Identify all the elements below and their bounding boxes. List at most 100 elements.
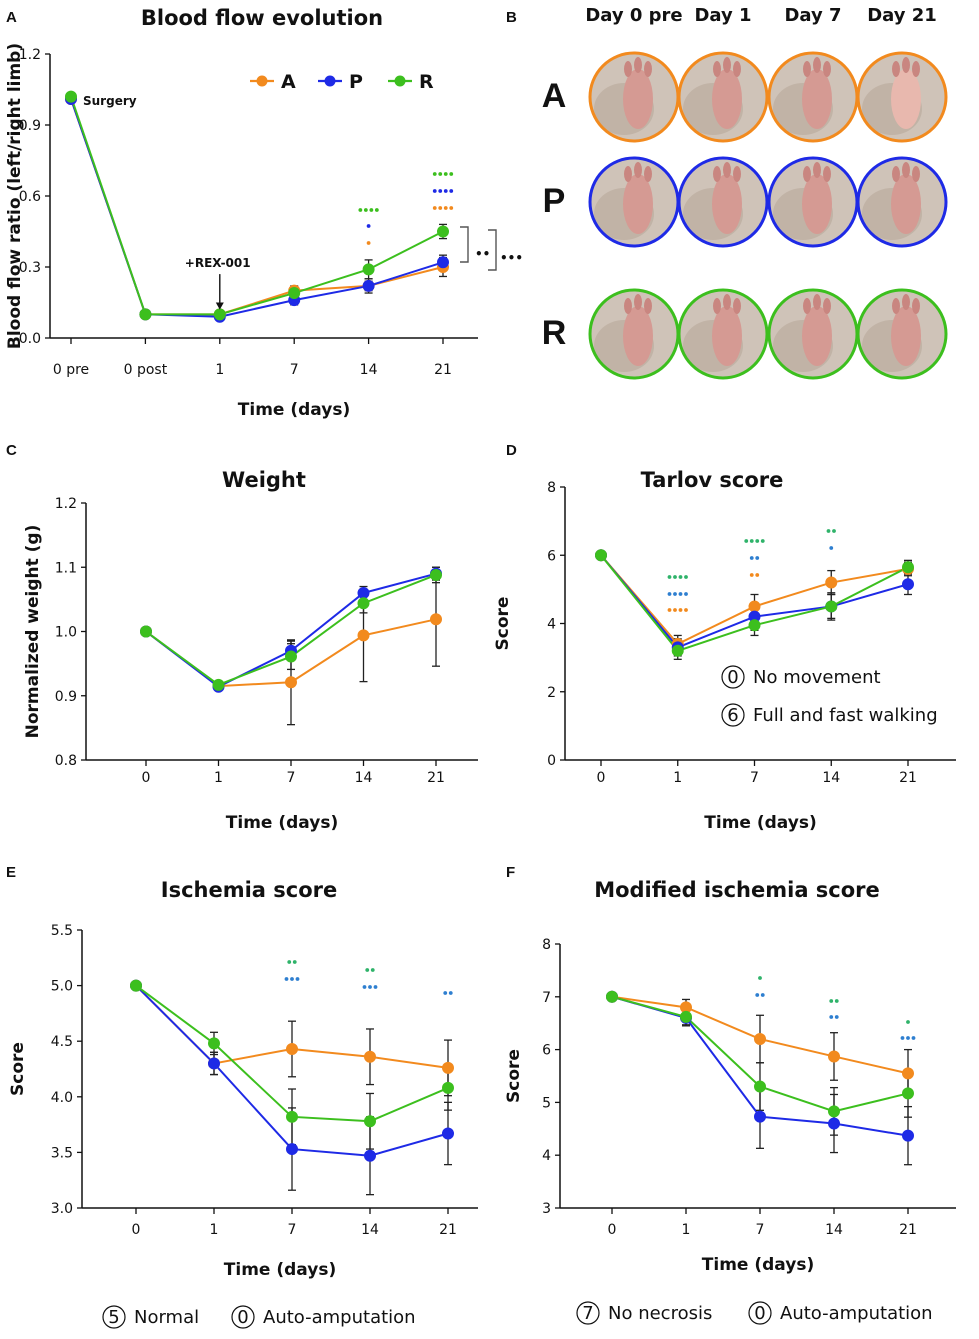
y-axis-label: Normalized weight (g) <box>23 525 43 739</box>
significance-marks <box>667 575 672 579</box>
data-point-a <box>442 1061 454 1074</box>
significance-marks <box>362 985 367 989</box>
panel-letter-a: A <box>6 9 17 26</box>
x-tick-label: 14 <box>822 770 840 786</box>
paw-toe <box>644 166 652 182</box>
x-tick-label: 0 pre <box>53 362 89 378</box>
paw-toe <box>713 61 721 77</box>
data-point-r <box>606 990 618 1003</box>
y-tick-label: 1.2 <box>19 47 41 63</box>
significance-marks <box>363 208 368 212</box>
y-tick-label: 0.8 <box>55 753 77 769</box>
paw-sole <box>712 174 742 234</box>
significance-marks <box>826 529 831 533</box>
paw-sole <box>623 69 653 129</box>
data-point-a <box>286 1042 298 1055</box>
significance-marks <box>906 1020 910 1024</box>
y-tick-label: 0.6 <box>19 189 41 205</box>
note-auto-amputation-symbol-circle <box>748 1301 772 1325</box>
photo-border <box>677 156 769 248</box>
y-tick-label: 0 <box>547 753 556 769</box>
paw-toe <box>902 294 910 310</box>
paw-sole <box>891 69 921 129</box>
paw-sole <box>891 306 921 366</box>
significance-marks <box>443 206 448 210</box>
y-tick-label: 4 <box>542 1148 551 1164</box>
x-tick-label: 21 <box>899 770 917 786</box>
paw-toe <box>912 61 920 77</box>
legend-marker-r <box>394 75 406 87</box>
significance-marks <box>678 575 683 579</box>
chart-title: Weight <box>222 468 306 492</box>
significance-marks <box>365 968 370 972</box>
data-point-p <box>442 1127 454 1140</box>
y-tick-label: 3.0 <box>51 1201 73 1217</box>
y-tick-label: 0.9 <box>19 118 41 134</box>
note-auto-amputation-symbol-circle <box>231 1305 255 1329</box>
x-tick-label: 14 <box>360 362 378 378</box>
photo-row-r: R <box>542 314 567 352</box>
significance-marks <box>678 608 683 612</box>
paw-sole <box>712 306 742 366</box>
data-point-r <box>357 597 370 610</box>
significance-marks <box>667 608 672 612</box>
significance-marks <box>749 573 754 577</box>
x-tick-label: 7 <box>756 1222 765 1238</box>
data-point-p <box>902 578 914 591</box>
x-tick-label: 21 <box>439 1222 457 1238</box>
data-point-r <box>288 287 301 300</box>
paw-toe <box>634 294 642 310</box>
modified-ischemia-score-chart: Modified ischemia score 3 4 5 6 7 8 0 1 7 14 21 Time… <box>504 878 956 1325</box>
legend-marker-p <box>324 75 336 87</box>
significance-marks <box>667 592 672 596</box>
data-point-p <box>828 1117 840 1130</box>
data-point-r <box>671 644 684 657</box>
note-no-movement-text: No movement <box>753 667 881 688</box>
paw-photo-r-3 <box>856 288 948 380</box>
y-tick-label: 4 <box>547 617 556 633</box>
significance-marks <box>449 189 454 193</box>
paw-toe <box>634 162 642 178</box>
paw-toe <box>733 166 741 182</box>
data-point-r <box>130 979 142 992</box>
x-tick-label: 1 <box>682 1222 691 1238</box>
data-point-p <box>754 1110 766 1123</box>
paw-toe <box>892 298 900 314</box>
bracket-outer-label: ••• <box>500 251 523 265</box>
significance-marks <box>911 1036 916 1040</box>
significance-marks <box>432 189 437 193</box>
data-point-r <box>754 1080 766 1093</box>
data-point-a <box>357 629 370 642</box>
significance-marks <box>358 208 363 212</box>
paw-toe <box>823 298 831 314</box>
data-point-r <box>213 308 226 321</box>
chart-title: Blood flow evolution <box>141 6 383 30</box>
photo-border <box>856 156 948 248</box>
x-tick-label: 14 <box>361 1222 379 1238</box>
y-tick-label: 0.3 <box>19 260 41 276</box>
paw-photo-p-2 <box>767 156 859 248</box>
paw-sole <box>802 174 832 234</box>
y-tick-label: 0.0 <box>19 331 41 347</box>
significance-marks <box>744 539 749 543</box>
paw-sole <box>712 69 742 129</box>
legend-marker-a <box>256 75 268 87</box>
data-point-a <box>285 676 297 689</box>
data-point-p <box>902 1129 914 1142</box>
photo-border <box>677 51 769 143</box>
significance-marks <box>829 546 834 550</box>
paw-toe <box>912 166 920 182</box>
x-tick-label: 0 <box>142 770 151 786</box>
significance-bracket-outer <box>488 229 497 271</box>
paw-toe <box>902 162 910 178</box>
significance-marks <box>673 592 677 596</box>
y-tick-label: 5 <box>542 1095 551 1111</box>
x-axis-label: Time (days) <box>238 400 350 420</box>
photo-row-a: A <box>542 77 567 115</box>
x-axis-label: Time (days) <box>224 1260 336 1280</box>
paw-photo-r-0 <box>588 288 680 380</box>
paw-toe <box>803 298 811 314</box>
significance-marks <box>755 556 760 560</box>
paw-toe <box>892 61 900 77</box>
